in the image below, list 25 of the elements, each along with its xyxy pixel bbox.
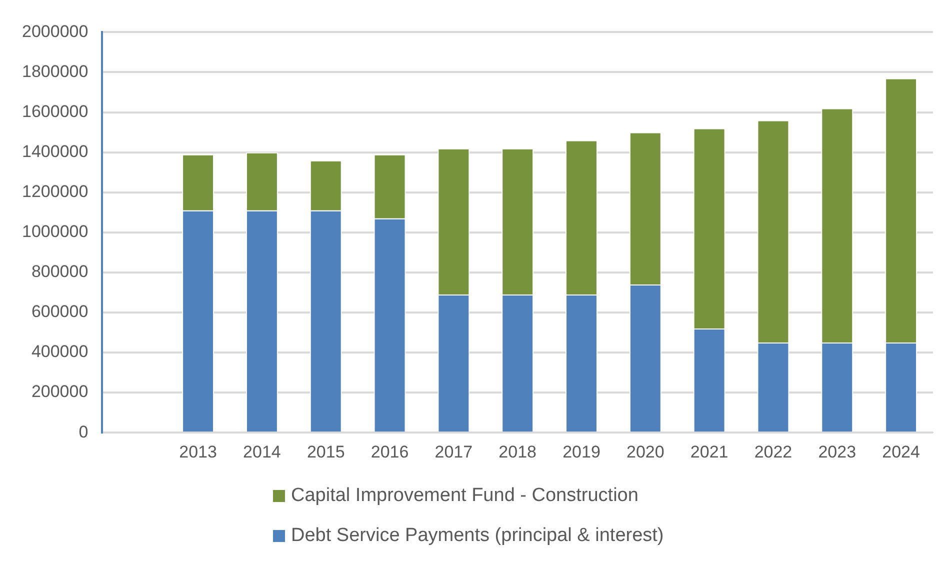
x-tick-label: 2013: [179, 442, 217, 462]
x-tick-label: 2023: [818, 442, 856, 462]
x-tick-label: 2019: [562, 442, 600, 462]
x-tick-label: 2017: [434, 442, 473, 462]
y-tick-label: 1600000: [22, 102, 88, 121]
y-tick-label: 200000: [31, 382, 88, 402]
legend-label: Capital Improvement Fund - Construction: [291, 485, 638, 507]
y-tick-label: 800000: [31, 262, 88, 282]
y-tick-label: 1200000: [22, 182, 88, 202]
y-tick-label: 1400000: [22, 142, 88, 162]
y-tick-label: 0: [78, 422, 88, 442]
y-tick-label: 600000: [31, 302, 88, 322]
x-tick-label: 2014: [243, 442, 281, 462]
y-tick-label: 2000000: [22, 22, 88, 41]
y-tick-label: 400000: [31, 342, 88, 362]
x-tick-label: 2022: [754, 442, 792, 462]
legend-label: Debt Service Payments (principal & interest): [291, 525, 664, 547]
x-tick-label: 2016: [370, 442, 409, 462]
x-tick-label: 2015: [306, 442, 345, 462]
y-tick-label: 1000000: [22, 222, 88, 242]
y-tick-label: 1800000: [22, 62, 88, 81]
x-tick-label: 2021: [690, 442, 728, 462]
x-tick-label: 2024: [882, 442, 920, 462]
x-tick-label: 2020: [626, 442, 664, 462]
x-tick-label: 2018: [498, 442, 537, 462]
